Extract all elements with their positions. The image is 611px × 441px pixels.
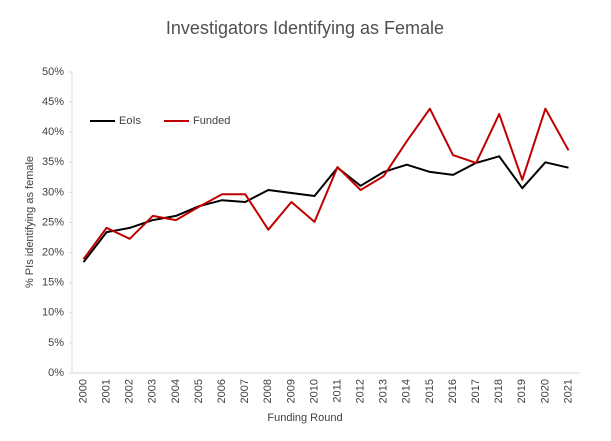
- legend-label: EoIs: [119, 115, 142, 127]
- x-tick-label: 2018: [493, 379, 505, 403]
- y-tick-label: 40%: [42, 126, 64, 138]
- chart-title: Investigators Identifying as Female: [166, 18, 444, 38]
- x-tick-label: 2021: [562, 379, 574, 403]
- x-tick-label: 2016: [447, 379, 459, 403]
- x-tick-label: 2012: [355, 379, 367, 403]
- data-line: [82, 107, 570, 260]
- y-tick-label: 25%: [42, 216, 64, 228]
- y-tick-label: 15%: [42, 277, 64, 289]
- y-tick-label: 5%: [48, 337, 64, 349]
- y-tick-label: 50%: [42, 66, 64, 78]
- y-axis-title: % PIs identifying as female: [24, 156, 36, 288]
- x-tick-label: 2017: [470, 379, 482, 403]
- x-tick-label: 2007: [239, 379, 251, 403]
- x-tick-label: 2000: [77, 379, 89, 403]
- y-tick-label: 45%: [42, 96, 64, 108]
- x-tick-label: 2009: [285, 379, 297, 403]
- x-tick-label: 2020: [539, 379, 551, 403]
- y-tick-label: 10%: [42, 307, 64, 319]
- y-tick-label: 0%: [48, 367, 64, 379]
- x-tick-label: 2002: [124, 379, 136, 403]
- x-tick-label: 2014: [401, 379, 413, 403]
- x-tick-label: 2011: [331, 379, 343, 403]
- x-tick-label: 2019: [516, 379, 528, 403]
- x-tick-label: 2005: [193, 379, 205, 403]
- x-axis-title: Funding Round: [267, 412, 342, 424]
- x-tick-label: 2006: [216, 379, 228, 403]
- x-tick-label: 2010: [308, 379, 320, 403]
- y-tick-label: 35%: [42, 156, 64, 168]
- legend-label: Funded: [193, 115, 230, 127]
- x-tick-label: 2008: [262, 379, 274, 403]
- x-tick-label: 2004: [170, 379, 182, 403]
- x-tick-label: 2015: [424, 379, 436, 403]
- x-tick-label: 2001: [101, 379, 113, 403]
- y-tick-label: 30%: [42, 186, 64, 198]
- x-tick-label: 2013: [378, 379, 390, 403]
- y-tick-label: 20%: [42, 247, 64, 259]
- x-tick-label: 2003: [147, 379, 159, 403]
